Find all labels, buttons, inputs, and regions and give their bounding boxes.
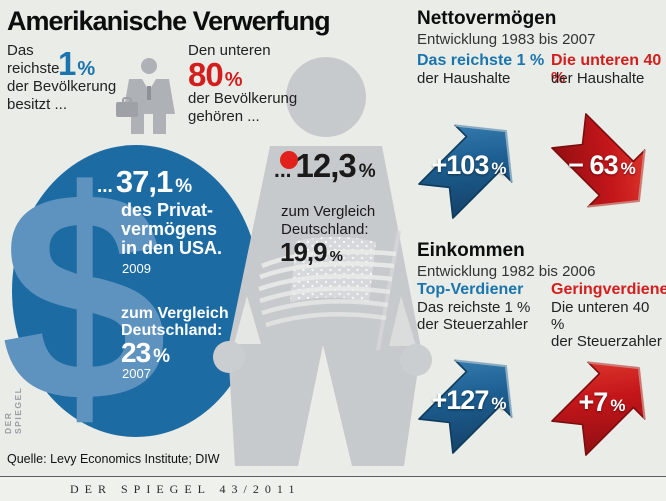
section-heading: Nettovermögen [417,8,557,29]
section-heading: Einkommen [417,240,525,261]
col-head-lower: Die unteren 40 % [551,52,662,87]
stat-text-line: gehören ... [188,108,260,125]
everyman-figure [213,57,432,466]
circle-compare-value: 23 % [121,337,171,368]
stat-text-line: Den unteren [188,42,271,59]
col-head-topearners: Top-Verdiener [417,281,524,298]
page-title: Amerikanische Verwerfung [7,6,331,36]
arrow-label-networth-lower: − 63 % [568,150,636,180]
section-subheading: Entwicklung 1983 bis 2007 [417,31,596,48]
stat-value-80pct: 80 % [188,56,243,93]
stat-text-line: reichste [7,60,60,77]
col-sub-lowearners: Die unteren 40 % der Steuerzahler [551,299,662,350]
col-head-richest: Das reichste 1 % [417,52,545,69]
arrow-label-networth-richest: +103 % [431,150,507,180]
arrow-label-income-lowearners: +7 % [578,387,626,417]
stat-text-line: Das [7,42,34,59]
dollar-sign-watermark: $ [1,128,168,464]
stat-text-line: der Bevölkerung [188,90,298,107]
circle-caption: des Privat- vermögens in den USA. [121,200,223,258]
side-magazine-label: DER SPIEGEL [3,386,23,434]
red-dot-marker [280,151,298,169]
stat-text-line: besitzt ... [7,96,68,113]
figure-compare-value: 19,9 % [280,237,343,267]
source-credit: Quelle: Levy Economics Institute; DIW [7,452,220,466]
figure-main-value: ... 12,3 % [274,147,376,184]
col-sub-lower: der Haushalte [551,70,645,87]
col-sub-richest: der Haushalte [417,70,511,87]
circle-year: 2009 [122,261,151,276]
footer-divider [0,476,666,477]
arrow-label-income-topearners: +127 % [431,385,507,415]
circle-compare-caption: zum Vergleich Deutschland: [121,305,229,339]
businessman-icon [116,58,175,134]
magazine-issue-label: DER SPIEGEL 43/2011 [70,482,301,496]
circle-compare-year: 2007 [122,366,151,381]
stat-text-line: der Bevölkerung [7,78,117,95]
col-sub-topearners: Das reichste 1 % der Steuerzahler [417,299,531,333]
col-head-lowearners: Geringverdiener [551,281,666,298]
circle-main-value: ... 37,1 % [97,164,193,199]
stat-value-1pct: 1 % [58,45,96,82]
footer-strip [0,477,666,501]
figure-compare-caption: zum Vergleich Deutschland: [281,203,376,238]
wealth-circle [12,145,260,437]
section-subheading: Entwicklung 1982 bis 2006 [417,263,596,280]
us-flag-graphic [258,230,401,351]
